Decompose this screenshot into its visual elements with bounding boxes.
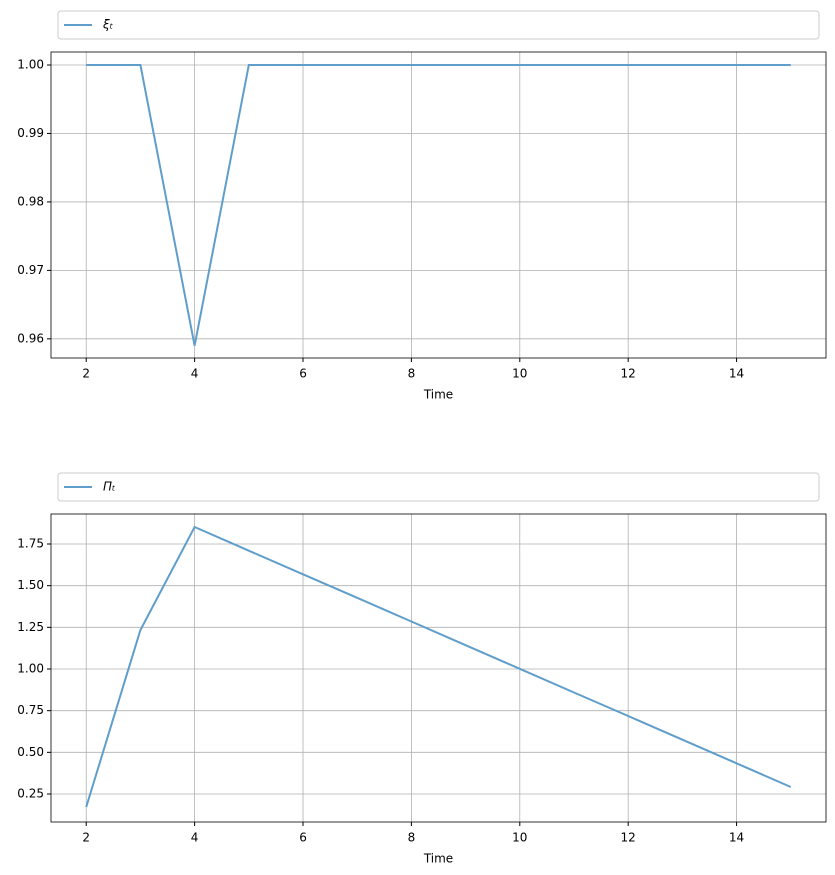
data-line bbox=[85, 525, 792, 808]
x-tick-label: 8 bbox=[408, 367, 416, 381]
legend-label: ξₜ bbox=[102, 18, 114, 32]
y-tick-label: 0.96 bbox=[17, 331, 44, 345]
y-tick-label: 0.98 bbox=[17, 194, 44, 208]
y-tick-label: 1.50 bbox=[17, 578, 44, 592]
x-tick-label: 2 bbox=[82, 831, 90, 845]
legend-box bbox=[57, 472, 820, 502]
x-tick-label: 10 bbox=[512, 831, 527, 845]
y-tick-label: 1.25 bbox=[17, 620, 44, 634]
x-tick-label: 12 bbox=[621, 831, 636, 845]
y-tick-label: 0.97 bbox=[17, 263, 44, 277]
legend-box bbox=[57, 10, 820, 40]
x-axis-label: Time bbox=[423, 852, 453, 866]
y-tick-label: 0.75 bbox=[17, 703, 44, 717]
data-line bbox=[86, 64, 791, 346]
x-tick-label: 6 bbox=[299, 831, 307, 845]
y-tick-label: 1.00 bbox=[17, 58, 44, 72]
x-tick-label: 10 bbox=[512, 367, 527, 381]
y-tick-label: 0.50 bbox=[17, 745, 44, 759]
x-tick-label: 2 bbox=[82, 367, 90, 381]
x-axis-label: Time bbox=[423, 388, 453, 402]
x-tick-label: 6 bbox=[299, 367, 307, 381]
axes-frame bbox=[50, 513, 827, 823]
x-tick-label: 4 bbox=[191, 367, 199, 381]
x-tick-label: 14 bbox=[729, 367, 744, 381]
y-tick-label: 0.99 bbox=[17, 126, 44, 140]
axes-frame bbox=[50, 51, 827, 359]
y-tick-label: 1.00 bbox=[17, 662, 44, 676]
x-tick-label: 14 bbox=[729, 831, 744, 845]
legend-label: Πₜ bbox=[103, 480, 116, 494]
x-tick-label: 8 bbox=[408, 831, 416, 845]
y-tick-label: 1.75 bbox=[17, 537, 44, 551]
y-tick-label: 0.25 bbox=[17, 787, 44, 801]
x-tick-label: 12 bbox=[621, 367, 636, 381]
x-tick-label: 4 bbox=[191, 831, 199, 845]
